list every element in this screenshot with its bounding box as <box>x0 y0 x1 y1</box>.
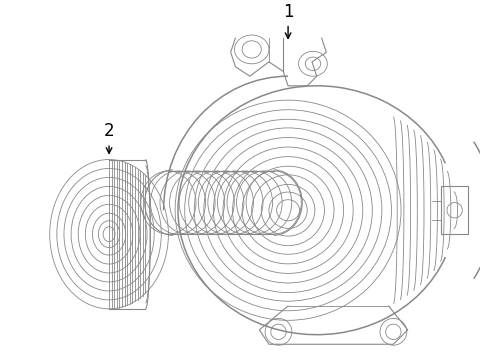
Text: 2: 2 <box>104 122 114 140</box>
Text: 1: 1 <box>283 3 294 21</box>
